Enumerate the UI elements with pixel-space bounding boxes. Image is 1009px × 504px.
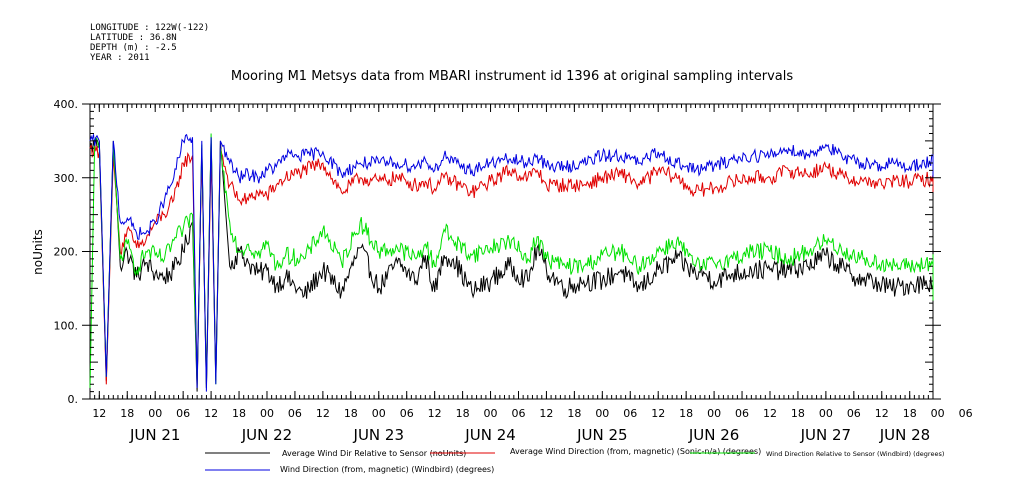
x-day-label: JUN 23 [353,426,404,444]
x-tick-label: 06 [623,407,637,420]
x-tick-label: 18 [120,407,134,420]
x-tick-label: 06 [400,407,414,420]
x-day-label: JUN 24 [464,426,515,444]
x-tick-label: 06 [288,407,302,420]
x-day-label: JUN 22 [241,426,292,444]
y-tick-label: 300. [54,172,79,185]
y-axis-label: noUnits [31,229,45,275]
legend-label-wind-dir-relative-windbird: Wind Direction Relative to Sensor (Windb… [766,450,944,458]
chart-title: Mooring M1 Metsys data from MBARI instru… [231,69,793,84]
y-tick-label: 100. [54,319,79,332]
x-tick-label: 06 [735,407,749,420]
series-layer [89,133,934,392]
legend: Average Wind Dir Relative to Sensor (noU… [205,447,944,474]
x-tick-label: 06 [511,407,525,420]
x-tick-label: 12 [651,407,665,420]
x-tick-label: 12 [763,407,777,420]
x-tick-label: 06 [176,407,190,420]
series-line-0 [89,137,934,392]
longitude-text: LONGITUDE : 122W(-122) [90,23,209,33]
x-tick-label: 12 [428,407,442,420]
x-day-label: JUN 25 [576,426,627,444]
y-tick-label: 0. [68,393,79,406]
y-tick-label: 200. [54,246,79,259]
series-line-2 [89,133,934,388]
axis-layer: 0. 100. 200. 300. 400. 12 18 00 06 12 18 00 06 12 18 00… [54,98,973,444]
y-tick-label: 400. [54,98,79,111]
x-tick-label: 18 [903,407,917,420]
x-day-label: JUN 26 [688,426,739,444]
x-tick-label: 12 [316,407,330,420]
latitude-text: LATITUDE : 36.8N [90,33,177,43]
x-tick-label: 18 [344,407,358,420]
legend-label-avg-wind-dir-relative: Average Wind Dir Relative to Sensor (noU… [282,449,466,458]
x-day-label: JUN 27 [800,426,851,444]
x-tick-label: 12 [92,407,106,420]
x-day-label: JUN 21 [129,426,180,444]
x-tick-label: 00 [372,407,386,420]
x-tick-label: 00 [148,407,162,420]
x-tick-label: 00 [931,407,945,420]
series-line-3 [89,133,934,392]
x-tick-label: 00 [484,407,498,420]
series-line-1 [89,143,934,388]
x-day-label: JUN 28 [879,426,930,444]
x-tick-label: 00 [819,407,833,420]
x-tick-label: 12 [204,407,218,420]
x-tick-label: 18 [679,407,693,420]
depth-text: DEPTH (m) : -2.5 [90,43,177,53]
x-tick-label: 12 [539,407,553,420]
x-tick-label: 18 [567,407,581,420]
x-tick-label: 18 [791,407,805,420]
x-tick-label: 00 [595,407,609,420]
x-tick-label: 06 [959,407,973,420]
legend-label-wind-direction-windbird: Wind Direction (from, magnetic) (Windbir… [280,465,494,474]
year-text: YEAR : 2011 [90,53,150,63]
legend-label-avg-wind-direction: Average Wind Direction (from, magnetic) … [510,447,761,456]
x-tick-label: 12 [875,407,889,420]
x-tick-label: 00 [260,407,274,420]
x-tick-label: 18 [232,407,246,420]
x-tick-label: 00 [707,407,721,420]
x-tick-label: 06 [847,407,861,420]
x-tick-label: 18 [456,407,470,420]
